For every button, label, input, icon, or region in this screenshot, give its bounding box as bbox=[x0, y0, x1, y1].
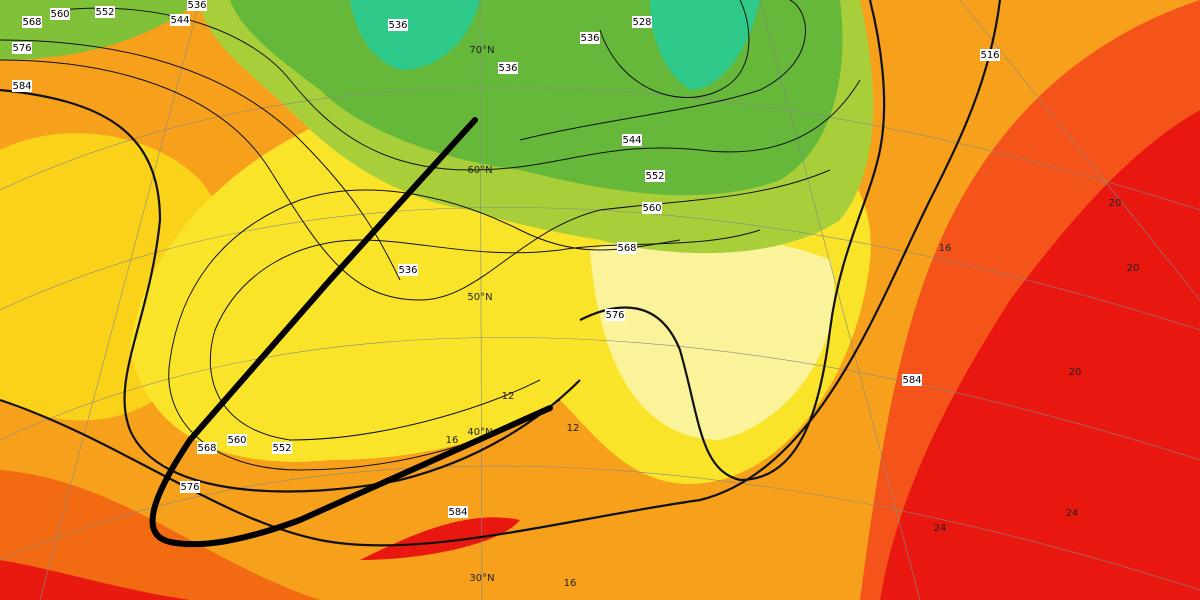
contour-label: 552 bbox=[272, 443, 291, 454]
contour-bold bbox=[0, 88, 581, 493]
contour-label: 552 bbox=[95, 7, 114, 18]
contour-label: 576 bbox=[12, 43, 31, 54]
contour-label: 516 bbox=[980, 50, 999, 61]
latitude-label: 70°N bbox=[469, 45, 494, 56]
contour-label: 544 bbox=[622, 135, 641, 146]
label-box bbox=[388, 19, 408, 31]
temperature-label: 24 bbox=[934, 523, 947, 534]
contour-label: 568 bbox=[22, 17, 41, 28]
label-box bbox=[617, 242, 637, 254]
contour-bold bbox=[0, 0, 1002, 547]
temperature-label: 20 bbox=[1109, 198, 1122, 209]
contour-label: 536 bbox=[388, 20, 407, 31]
label-box bbox=[187, 0, 207, 11]
label-box bbox=[398, 264, 418, 276]
pale-yellow bbox=[590, 236, 835, 440]
contour-label: 560 bbox=[642, 203, 661, 214]
temperature-label: 24 bbox=[1066, 508, 1079, 519]
cyan bbox=[350, 0, 760, 90]
contour-label: 552 bbox=[645, 171, 664, 182]
label-box bbox=[980, 49, 1000, 61]
contour bbox=[519, 0, 806, 141]
contour-label: 576 bbox=[180, 482, 199, 493]
latitude-label: 40°N bbox=[467, 427, 492, 438]
contour-label: 560 bbox=[227, 435, 246, 446]
contour-label: 528 bbox=[632, 17, 651, 28]
label-box bbox=[580, 32, 600, 44]
red-sw bbox=[0, 560, 190, 600]
contour-bold bbox=[579, 0, 886, 482]
label-box bbox=[227, 434, 247, 446]
temperature-label: 12 bbox=[567, 423, 580, 434]
label-box bbox=[645, 170, 665, 182]
label-box bbox=[622, 134, 642, 146]
contour-label: 536 bbox=[398, 265, 417, 276]
label-box bbox=[632, 16, 652, 28]
temperature-label: 16 bbox=[446, 435, 459, 446]
contour-label: 544 bbox=[170, 15, 189, 26]
label-box bbox=[642, 202, 662, 214]
trough-axis bbox=[149, 117, 553, 548]
red-east bbox=[880, 110, 1200, 600]
contour bbox=[0, 59, 831, 301]
contour-label: 536 bbox=[187, 0, 206, 11]
label-box bbox=[605, 309, 625, 321]
temperature-label: 16 bbox=[939, 243, 952, 254]
temperature-label: 16 bbox=[564, 578, 577, 589]
contour-label: 568 bbox=[617, 243, 636, 254]
temperature-label: 20 bbox=[1127, 263, 1140, 274]
red-africa bbox=[360, 517, 520, 560]
latitude-label: 30°N bbox=[469, 573, 494, 584]
contour-label: 584 bbox=[902, 375, 921, 386]
label-box bbox=[180, 481, 200, 493]
contour-label: 584 bbox=[12, 81, 31, 92]
contour bbox=[209, 229, 761, 441]
label-box bbox=[95, 6, 115, 18]
label-box bbox=[12, 80, 32, 92]
label-box bbox=[22, 16, 42, 28]
label-box bbox=[12, 42, 32, 54]
contour-label: 536 bbox=[580, 33, 599, 44]
latitude-label: 60°N bbox=[467, 165, 492, 176]
contour-label: 568 bbox=[197, 443, 216, 454]
contour bbox=[168, 189, 681, 471]
temperature-label: 20 bbox=[1069, 367, 1082, 378]
label-box bbox=[902, 374, 922, 386]
latitude-label: 50°N bbox=[467, 292, 492, 303]
contour-label: 560 bbox=[50, 9, 69, 20]
label-box bbox=[498, 62, 518, 74]
label-box bbox=[170, 14, 190, 26]
contour bbox=[59, 7, 861, 171]
label-box bbox=[272, 442, 292, 454]
contours bbox=[0, 0, 1002, 547]
label-box bbox=[50, 8, 70, 20]
contour-label: 576 bbox=[605, 310, 624, 321]
temperature-label: 12 bbox=[502, 391, 515, 402]
contour-label: 536 bbox=[498, 63, 517, 74]
contour bbox=[599, 0, 750, 98]
label-box bbox=[448, 506, 468, 518]
contour-label: 584 bbox=[448, 507, 467, 518]
contour bbox=[0, 39, 401, 281]
label-box bbox=[197, 442, 217, 454]
